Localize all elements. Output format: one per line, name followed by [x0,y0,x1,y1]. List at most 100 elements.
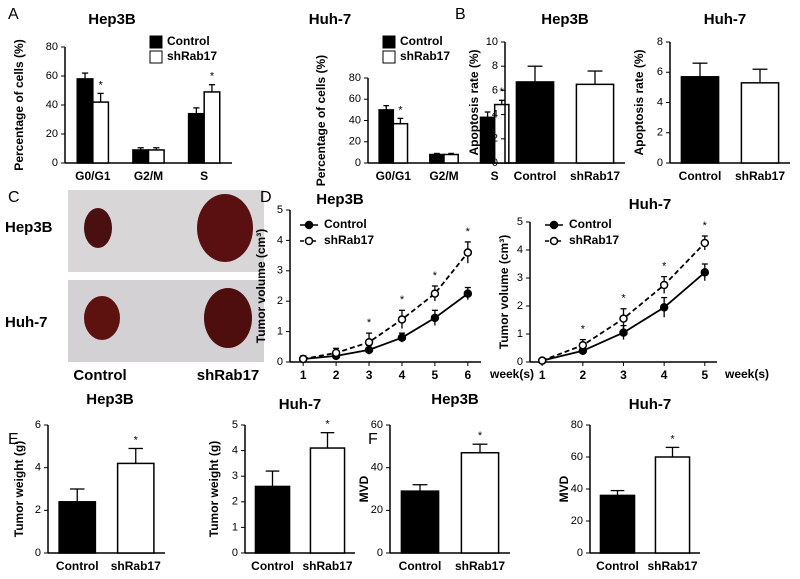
marker [430,313,440,323]
y-tick-label: 0 [377,547,383,559]
bar [254,485,291,554]
y-tick-label: 2 [35,504,41,516]
y-axis-label: MVD [357,475,371,502]
bar [132,149,150,164]
significance-mark: * [325,419,330,431]
bar [203,91,221,164]
y-tick-label: 80 [46,41,58,53]
bar [740,82,780,164]
significance-mark: * [433,270,438,282]
significance-mark: * [466,226,471,238]
legend-label: shRab17 [324,233,374,247]
bar [460,451,500,554]
bar [575,83,615,164]
y-tick-label: 20 [571,515,583,527]
chart-title: Huh-7 [309,11,352,28]
legend-marker [304,220,314,230]
x-tick-label: 1 [539,368,546,382]
bar [515,81,555,164]
marker [619,328,628,337]
marker [659,303,669,312]
y-tick-label: 0 [35,547,41,559]
marker [463,248,473,257]
marker [430,289,440,298]
y-tick-label: 0 [577,547,583,559]
x-tick-label: G0/G1 [376,169,412,183]
y-tick-label: 4 [277,234,283,246]
tumor [84,208,112,248]
y-tick-label: 40 [349,114,361,126]
marker [331,348,341,358]
significance-mark: * [398,104,403,116]
bar [76,78,94,164]
y-tick-label: 0 [355,157,361,169]
y-axis-label: MVD [557,475,571,502]
series-line [303,292,469,360]
x-tick-label: 6 [464,368,471,382]
x-tick-label: 2 [333,368,340,382]
y-tick-label: 0 [492,157,498,169]
bar [187,112,205,164]
legend-marker [549,220,559,230]
y-tick-label: 1 [277,326,283,338]
row-label: Huh-7 [5,314,48,331]
y-tick-label: 3 [517,272,523,284]
bar [378,109,395,164]
significance-mark: * [703,220,708,232]
y-tick-label: 8 [657,36,663,48]
chart-title: Hep3B [431,391,479,408]
y-tick-label: 80 [571,419,583,431]
y-tick-label: 2 [657,127,663,139]
y-tick-label: 0 [517,356,523,368]
significance-mark: * [134,434,139,446]
y-tick-label: 1 [232,521,238,533]
bar [58,501,97,554]
x-tick-label: S [200,169,208,183]
y-tick-label: 2 [492,133,498,145]
x-tick-label: shRab17 [735,169,785,183]
chart-title: Huh-7 [629,196,672,213]
y-tick-label: 5 [232,419,238,431]
y-tick-label: 5 [277,204,283,216]
y-axis-label: Apoptosis rate (%) [632,49,646,155]
panel-letter: A [8,6,19,23]
panel-letter: C [8,189,20,206]
x-tick-label: G2/M [429,169,458,183]
legend-swatch [382,50,396,64]
marker [537,356,547,365]
significance-mark: * [670,433,675,445]
chart-title: Hep3B [86,391,134,408]
legend-label: shRab17 [569,233,619,247]
legend-swatch [149,50,163,64]
series-line [303,251,469,360]
y-tick-label: 20 [349,136,361,148]
panel-letter: F [368,431,378,448]
x-tick-label: 5 [432,368,439,382]
y-tick-label: 4 [232,445,238,457]
marker [397,333,407,342]
panel-letter: D [260,189,272,206]
x-tick-label: 3 [366,368,373,382]
x-tick-label: Control [399,559,442,573]
marker [619,314,628,323]
x-tick-label: 4 [661,368,668,382]
marker [578,340,588,350]
y-axis-label: Tumor weight (g) [12,441,26,537]
y-tick-label: 4 [35,462,41,474]
bar [392,122,409,164]
y-tick-label: 10 [486,36,498,48]
legend-label: Control [324,217,367,231]
legend-marker [549,236,559,246]
y-tick-label: 2 [277,295,283,307]
y-axis-label: Percentage of cells (%) [12,39,26,170]
x-tick-label: G2/M [134,169,163,183]
significance-mark: * [581,324,586,336]
x-tick-label: G0/G1 [75,169,111,183]
x-tick-label: S [491,169,499,183]
chart-title: Huh-7 [279,396,322,413]
bar [116,462,155,554]
panel-letter: B [455,6,466,23]
bar [400,490,440,554]
y-tick-label: 60 [46,70,58,82]
y-tick-label: 20 [46,128,58,140]
